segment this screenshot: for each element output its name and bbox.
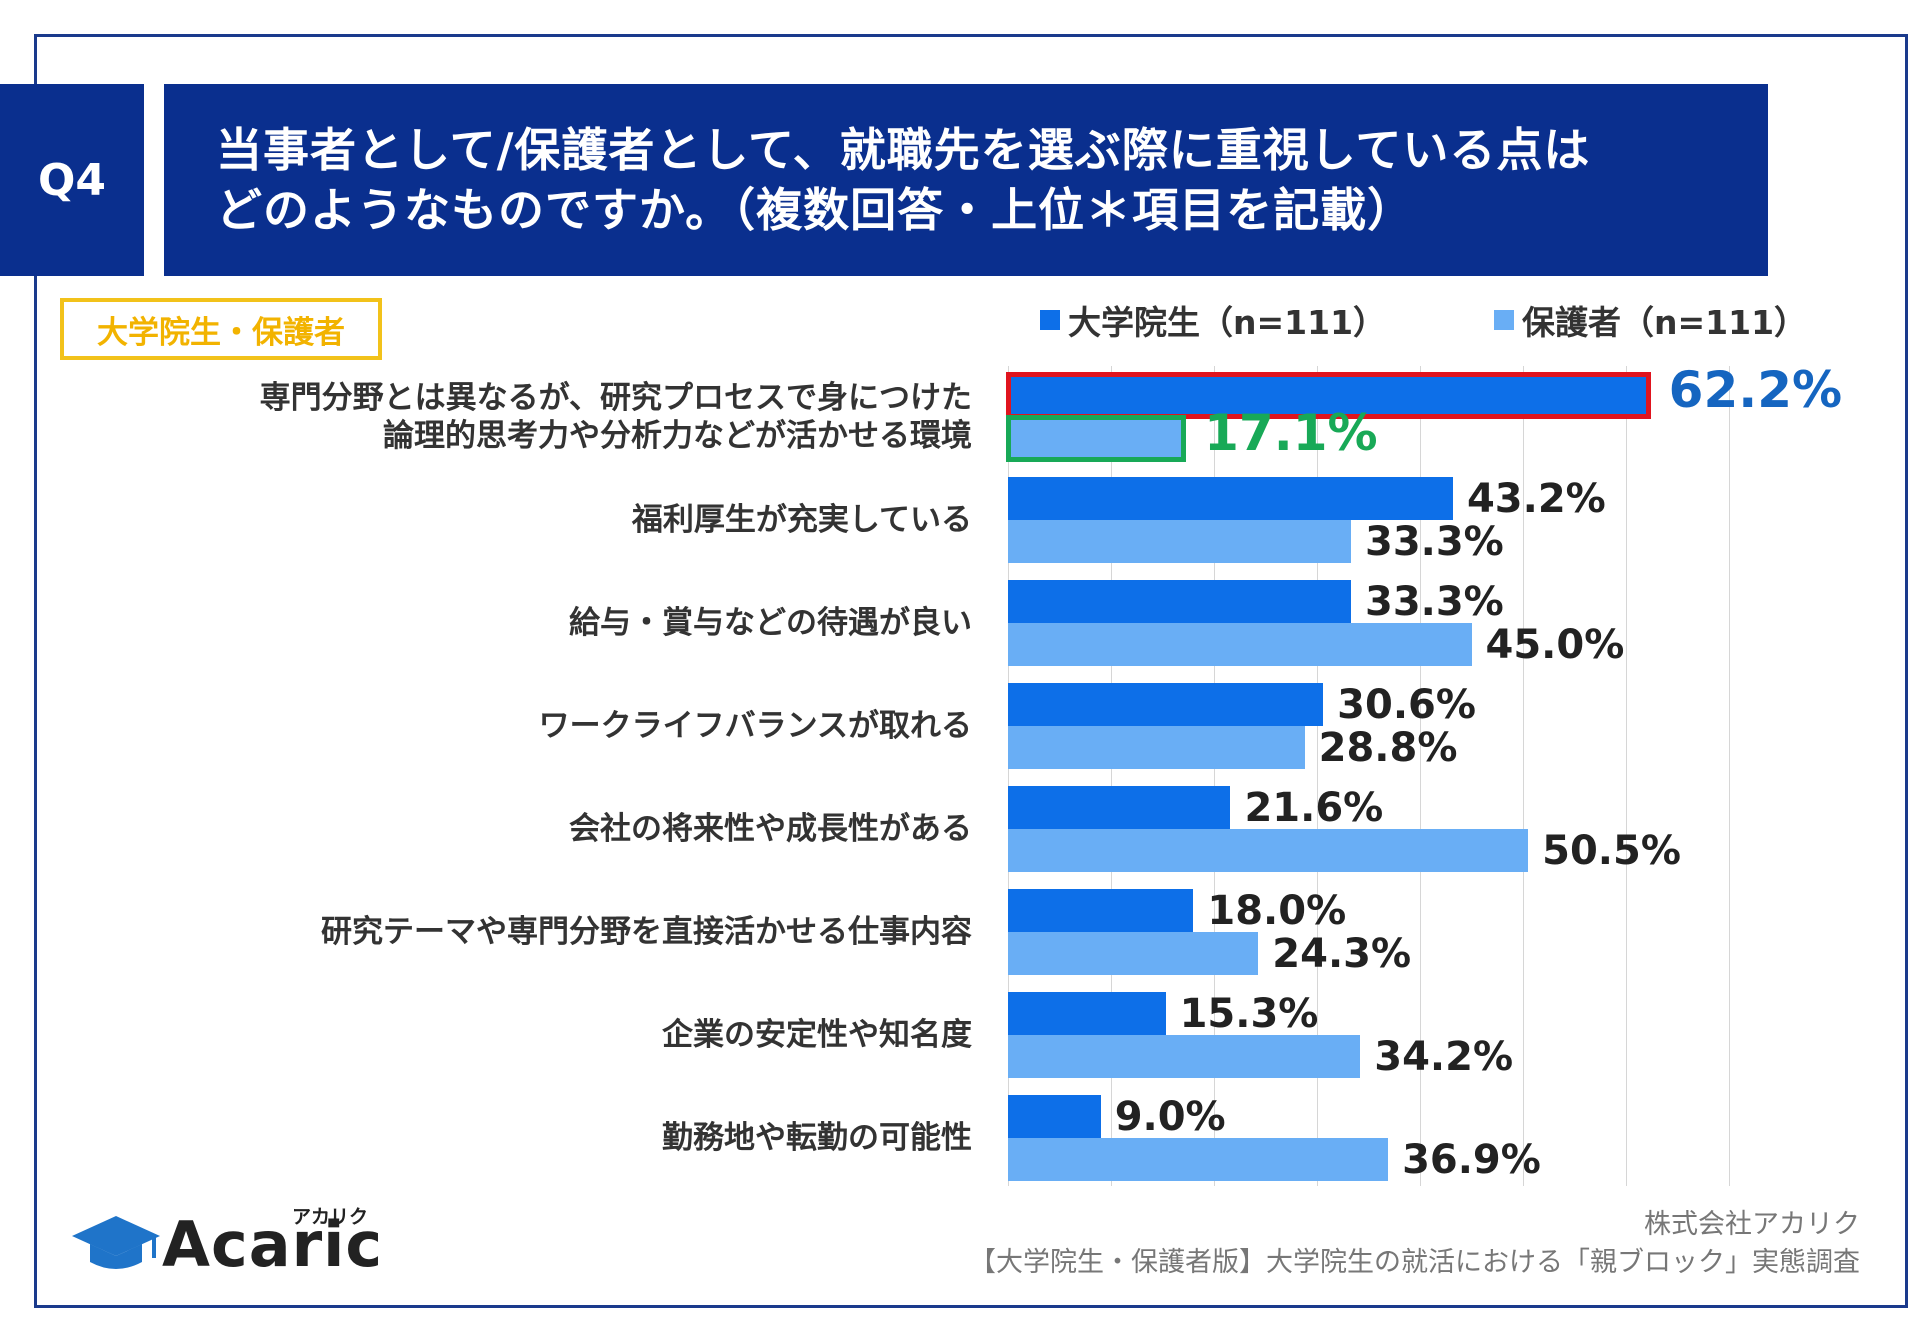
source-company: 株式会社アカリク — [1644, 1209, 1860, 1240]
data-label: 33.3% — [1364, 579, 1504, 625]
category-label-line: 専門分野とは異なるが、研究プロセスで身につけた — [259, 380, 972, 416]
data-label: 21.6% — [1244, 785, 1384, 831]
category-label: 福利厚生が充実している — [632, 501, 972, 539]
category-label: 会社の将来性や成長性がある — [569, 810, 972, 848]
bar-parent — [1008, 417, 1185, 460]
bar-graduate — [1008, 1095, 1101, 1138]
data-label: 34.2% — [1374, 1034, 1514, 1080]
category-label-line: ワークライフバランスが取れる — [538, 708, 972, 744]
gridline — [1111, 366, 1112, 1186]
data-label: 33.3% — [1364, 519, 1504, 565]
category-label: 専門分野とは異なるが、研究プロセスで身につけた 論理的思考力や分析力などが活かせる… — [260, 379, 972, 455]
bar-graduate — [1008, 889, 1194, 932]
data-label: 24.3% — [1272, 931, 1412, 977]
category-label-line: 論理的思考力や分析力などが活かせる環境 — [383, 418, 972, 454]
gridline — [1420, 366, 1421, 1186]
logo-text: Acaric — [162, 1208, 384, 1281]
question-number: Q4 — [0, 84, 144, 276]
category-label: 企業の安定性や知名度 — [662, 1016, 972, 1054]
source-survey: 【大学院生・保護者版】大学院生の就活における「親ブロック」実態調査 — [969, 1247, 1860, 1278]
data-label: 17.1% — [1204, 404, 1378, 462]
legend-item-parent: 保護者（n=111） — [1494, 296, 1807, 344]
category-label-line: 給与・賞与などの待遇が良い — [569, 605, 972, 641]
category-label: 勤務地や転勤の可能性 — [662, 1119, 972, 1157]
category-label-line: 会社の将来性や成長性がある — [569, 811, 972, 847]
outer-frame — [34, 34, 1908, 1308]
title-line-1: 当事者として/保護者として、就職先を選ぶ際に重視している点は — [216, 123, 1591, 177]
legend-swatch-graduate — [1040, 310, 1060, 330]
category-label: 給与・賞与などの待遇が良い — [569, 604, 972, 642]
category-label-line: 勤務地や転勤の可能性 — [662, 1120, 972, 1156]
data-label: 30.6% — [1337, 682, 1476, 728]
data-label: 62.2% — [1668, 361, 1843, 419]
gridline — [1523, 366, 1524, 1186]
bar-graduate — [1008, 374, 1649, 417]
gridline — [1729, 366, 1730, 1186]
data-label: 18.0% — [1207, 888, 1347, 934]
gridline — [1626, 366, 1627, 1186]
legend-swatch-parent — [1494, 310, 1514, 330]
graduation-cap-icon — [72, 1215, 160, 1269]
title-line-2: どのようなものですか。（複数回答・上位＊項目を記載） — [216, 183, 1415, 237]
bar-graduate — [1008, 786, 1231, 829]
gridline — [1317, 366, 1318, 1186]
acaric-logo: Acaric アカリク — [70, 1206, 384, 1281]
bar-parent — [1008, 1035, 1361, 1078]
category-label-line: 企業の安定性や知名度 — [662, 1017, 972, 1053]
bar-parent — [1008, 829, 1529, 872]
gridline — [1008, 366, 1009, 1186]
data-label: 43.2% — [1466, 476, 1606, 522]
bar-graduate — [1008, 580, 1351, 623]
bar-parent — [1008, 726, 1305, 769]
respondent-tag: 大学院生・保護者 — [60, 298, 382, 360]
bar-parent — [1008, 932, 1259, 975]
highlight-box — [1006, 415, 1187, 462]
category-label: 研究テーマや専門分野を直接活かせる仕事内容 — [321, 913, 972, 951]
category-label-line: 研究テーマや専門分野を直接活かせる仕事内容 — [321, 914, 972, 950]
logo-kana: アカリク — [292, 1206, 369, 1228]
bar-graduate — [1008, 477, 1453, 520]
category-label: ワークライフバランスが取れる — [539, 707, 972, 745]
bar-graduate — [1008, 683, 1324, 726]
highlight-box — [1006, 372, 1651, 419]
data-label: 9.0% — [1114, 1094, 1226, 1140]
gridline — [1214, 366, 1215, 1186]
bar-parent — [1008, 1138, 1389, 1181]
data-label: 28.8% — [1318, 725, 1458, 771]
legend-label-parent: 保護者（n=111） — [1522, 303, 1808, 342]
data-label: 50.5% — [1542, 828, 1681, 874]
legend-item-graduate: 大学院生（n=111） — [1040, 296, 1386, 344]
legend-label-graduate: 大学院生（n=111） — [1068, 303, 1387, 342]
data-label: 15.3% — [1179, 991, 1319, 1037]
bar-graduate — [1008, 992, 1166, 1035]
question-title: 当事者として/保護者として、就職先を選ぶ際に重視している点は どのようなものです… — [164, 84, 1768, 276]
bar-parent — [1008, 623, 1472, 666]
category-label-line: 福利厚生が充実している — [631, 502, 972, 538]
data-label: 45.0% — [1485, 622, 1625, 668]
data-label: 36.9% — [1402, 1137, 1541, 1183]
bar-parent — [1008, 520, 1351, 563]
